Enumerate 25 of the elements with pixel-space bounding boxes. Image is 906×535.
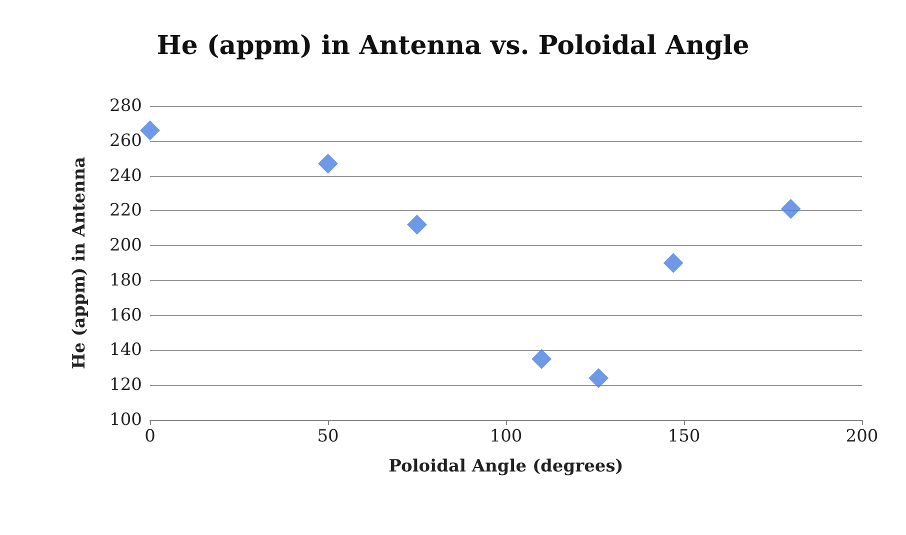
x-tick-label: 50 [317,426,339,446]
point [780,198,801,219]
y-tick-label: 120 [110,375,142,396]
x-axis-title: Poloidal Angle (degrees) [388,456,624,476]
x-tick-label: 100 [490,426,522,446]
y-tick-label: 160 [110,305,142,326]
y-tick-label: 280 [110,96,142,116]
y-tick-label: 240 [110,166,142,186]
point [318,154,338,174]
y-tick-label: 100 [110,410,142,430]
point [407,214,427,235]
x-tick-label: 200 [846,426,878,446]
y-tick-label: 260 [110,130,142,151]
x-tick-label: 0 [144,426,156,446]
chart-title: He (appm) in Antenna vs. Poloidal Angle [156,31,750,61]
point [588,368,609,388]
y-tick-label: 180 [110,270,142,290]
point [663,253,684,273]
x-tick-label: 150 [668,426,700,446]
y-tick-label: 200 [110,236,142,256]
y-axis-title: He (appm) in Antenna [70,156,90,370]
y-tick-label: 220 [110,200,142,221]
point [532,348,552,369]
y-tick-label: 140 [110,340,142,360]
point [140,120,160,140]
